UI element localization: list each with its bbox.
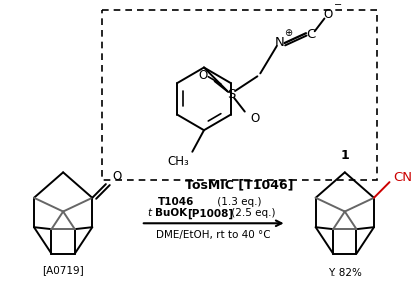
Text: Y. 82%: Y. 82% — [328, 268, 362, 278]
Bar — [102, 10, 377, 180]
Text: t: t — [147, 209, 152, 219]
Text: C: C — [306, 28, 316, 41]
Text: 1: 1 — [340, 149, 349, 162]
Text: O: O — [324, 8, 333, 21]
Text: DME/EtOH, rt to 40 °C: DME/EtOH, rt to 40 °C — [157, 230, 271, 240]
Text: TosMIC [T1046]: TosMIC [T1046] — [185, 179, 293, 192]
Text: N: N — [275, 36, 285, 48]
Text: [A0719]: [A0719] — [42, 265, 84, 275]
Text: S: S — [227, 88, 235, 101]
Text: CH₃: CH₃ — [168, 155, 190, 168]
Text: O: O — [198, 69, 208, 82]
Text: (1.3 eq.): (1.3 eq.) — [214, 197, 262, 207]
Text: O: O — [112, 170, 121, 183]
Text: CN: CN — [393, 171, 412, 184]
Text: −: − — [334, 0, 342, 10]
Text: ⊕: ⊕ — [284, 28, 293, 38]
Text: T1046: T1046 — [158, 197, 194, 207]
Text: O: O — [251, 112, 260, 125]
Text: (2.5 eq.): (2.5 eq.) — [228, 209, 276, 219]
Text: BuOK: BuOK — [155, 209, 191, 219]
Text: [P1008]: [P1008] — [187, 208, 234, 219]
